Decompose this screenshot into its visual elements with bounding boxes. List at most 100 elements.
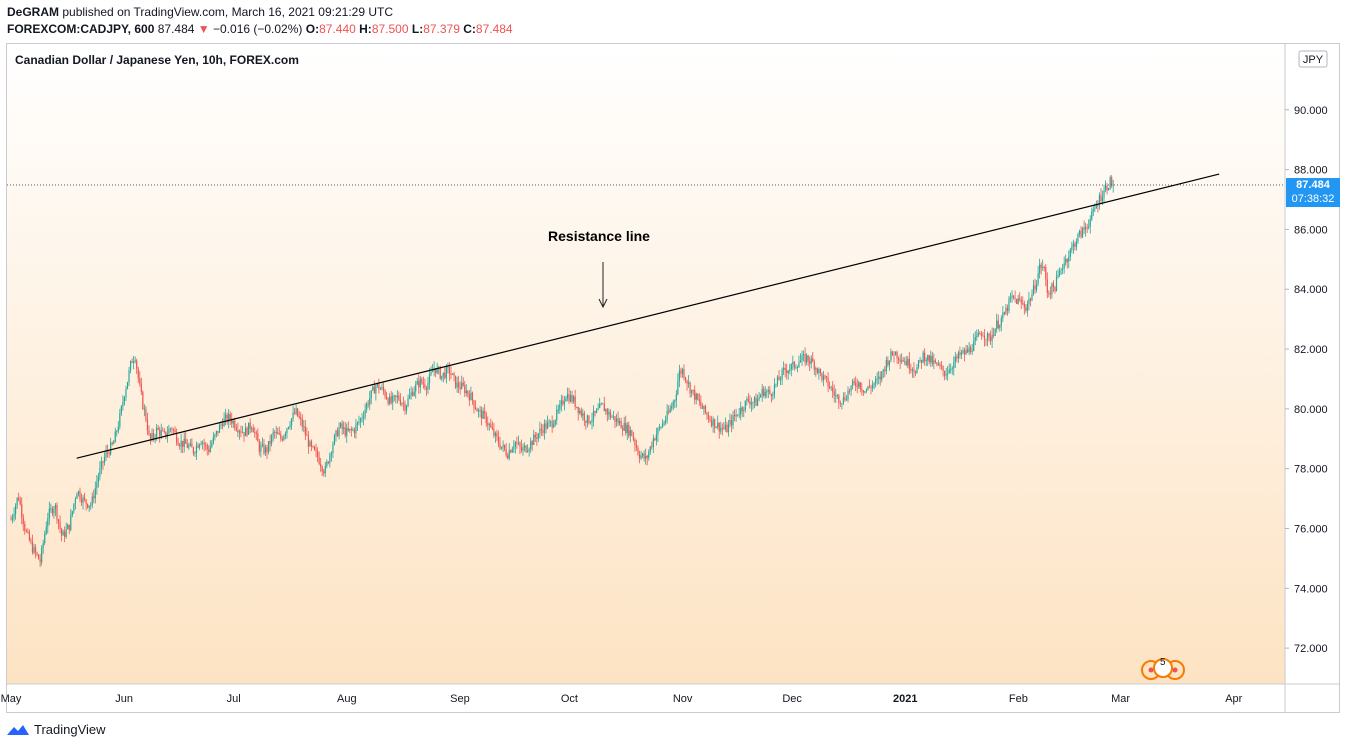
candle-body: [720, 427, 722, 432]
candle-body: [641, 453, 644, 456]
candle-body: [810, 358, 812, 364]
author-name[interactable]: DeGRAM: [7, 5, 60, 19]
candle-body: [358, 421, 360, 423]
candle-body: [225, 414, 227, 419]
candle-body: [519, 442, 521, 447]
candle-body: [611, 416, 613, 418]
candle-body: [435, 368, 437, 373]
candle-body: [750, 402, 753, 405]
candle-body: [582, 413, 584, 416]
candle-body: [209, 446, 211, 452]
candle-body: [278, 434, 280, 435]
candle-body: [408, 395, 411, 399]
candle-body: [913, 369, 915, 372]
candle-body: [54, 505, 57, 509]
x-tick-label: Apr: [1225, 693, 1242, 705]
footer-brand[interactable]: TradingView: [6, 722, 106, 737]
publish-info: DeGRAM published on TradingView.com, Mar…: [7, 4, 1337, 21]
candle-body: [301, 419, 303, 427]
candle-body: [284, 433, 287, 436]
candle-body: [1085, 227, 1087, 230]
resistance-trendline[interactable]: [76, 173, 1220, 459]
candle-body: [770, 393, 772, 397]
candle-body: [231, 418, 233, 424]
chart-header: DeGRAM published on TradingView.com, Mar…: [7, 4, 1337, 38]
candle-body: [853, 381, 855, 383]
candle-body: [852, 381, 854, 386]
candle-body: [197, 445, 199, 448]
candle-body: [704, 405, 707, 413]
candle-body: [100, 461, 103, 468]
candle-body: [281, 438, 283, 440]
candle-body: [936, 362, 938, 365]
candle-body: [605, 409, 607, 412]
candle-body: [799, 360, 802, 363]
candle-body: [172, 429, 175, 431]
candle-body: [476, 409, 478, 412]
candle-body: [747, 399, 749, 401]
candle-body: [327, 461, 329, 463]
candle-body: [977, 332, 979, 336]
candle-body: [258, 441, 260, 452]
candle-body: [430, 372, 432, 375]
candle-body: [407, 398, 409, 406]
candle-body: [599, 404, 601, 409]
candle-body: [536, 437, 538, 439]
candle-body: [119, 413, 121, 427]
candle-body: [793, 361, 795, 368]
candle-body: [412, 392, 414, 396]
candle-body: [724, 424, 726, 429]
candle-body: [710, 420, 713, 426]
candle-body: [821, 372, 823, 381]
candle-body: [543, 423, 546, 434]
candle-body: [664, 419, 667, 423]
candle-body: [266, 447, 268, 453]
candle-body: [663, 422, 665, 424]
candle-body: [137, 368, 139, 379]
candle-body: [228, 414, 230, 422]
candle-body: [950, 369, 952, 371]
candle-body: [999, 325, 1001, 329]
candle-body: [842, 397, 845, 404]
candle-body: [597, 408, 599, 410]
candle-body: [951, 368, 953, 370]
candle-body: [1106, 185, 1108, 191]
candle-body: [1002, 312, 1004, 318]
candle-body: [392, 396, 394, 403]
candle-body: [238, 431, 241, 433]
candle-body: [211, 443, 213, 447]
candle-body: [732, 415, 734, 426]
resistance-annotation: Resistance line: [548, 228, 650, 244]
candle-body: [953, 362, 955, 369]
candle-body: [283, 435, 285, 440]
candle-body: [1086, 227, 1088, 229]
candle-body: [64, 531, 66, 537]
candle-body: [619, 420, 621, 424]
candle-body: [796, 367, 799, 368]
candle-body: [677, 380, 679, 395]
quote-line: FOREXCOM:CADJPY, 600 87.484 ▼ −0.016 (−0…: [7, 21, 1337, 38]
candle-body: [553, 424, 555, 428]
candle-body: [163, 430, 165, 432]
candle-body: [968, 347, 970, 353]
candle-body: [254, 432, 256, 434]
currency-badge[interactable]: [1298, 50, 1328, 68]
events-icon[interactable]: 5: [1141, 657, 1185, 680]
candle-body: [471, 392, 474, 401]
candle-body: [1057, 275, 1059, 277]
candle-body: [436, 367, 438, 373]
candle-body: [592, 410, 595, 420]
candle-body: [229, 414, 231, 419]
candle-body: [825, 376, 828, 378]
candle-body: [405, 405, 408, 411]
countdown-label: 07:38:32: [1292, 193, 1335, 205]
candle-body: [1058, 270, 1061, 276]
candle-body: [1109, 177, 1111, 189]
candle-body: [645, 455, 647, 459]
candle-body: [381, 387, 383, 389]
candle-body: [908, 358, 910, 369]
candle-body: [1012, 295, 1015, 298]
candle-body: [1009, 297, 1012, 299]
symbol-label[interactable]: FOREXCOM:CADJPY, 600: [7, 22, 155, 36]
